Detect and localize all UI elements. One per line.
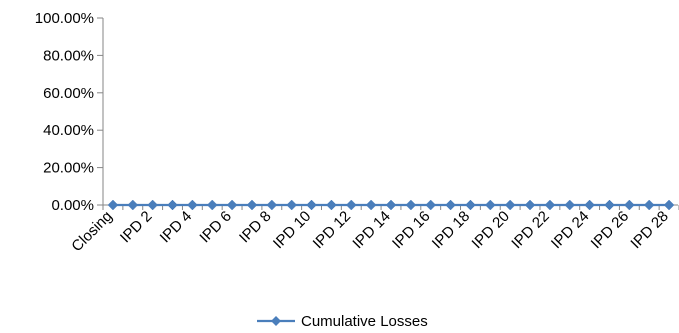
x-tick-label: IPD 28: [627, 208, 671, 252]
data-point: [147, 199, 159, 211]
y-tick-label: 20.00%: [43, 160, 94, 177]
legend-marker-diamond-icon: [271, 316, 281, 326]
data-point: [604, 199, 615, 211]
x-tick-label: IPD 16: [389, 208, 433, 252]
x-tick-label: IPD 22: [508, 208, 552, 252]
data-point: [167, 199, 178, 211]
series-group: [107, 199, 675, 211]
x-tick-label: IPD 24: [548, 208, 592, 252]
y-axis: 0.00% 20.00% 40.00% 60.00% 80.00% 100.00%: [35, 10, 104, 214]
data-point: [425, 199, 437, 211]
data-point: [564, 199, 576, 211]
data-point: [365, 199, 377, 211]
x-tick-label: IPD 12: [310, 208, 354, 252]
legend-label: Cumulative Losses: [301, 313, 428, 330]
data-point: [504, 199, 516, 211]
data-point: [445, 199, 456, 211]
data-point: [246, 199, 258, 211]
x-tick-label: IPD 6: [196, 208, 235, 247]
data-point: [326, 199, 337, 211]
data-point: [306, 199, 317, 211]
data-point: [187, 199, 198, 211]
x-tick-label: IPD 14: [349, 208, 393, 252]
y-tick-label: 100.00%: [35, 10, 94, 27]
data-point: [484, 199, 496, 211]
y-tick-label: 60.00%: [43, 85, 94, 102]
data-point: [266, 199, 278, 211]
data-point: [623, 199, 635, 211]
x-tick-label: Closing: [68, 208, 115, 255]
y-tick-label: 80.00%: [43, 47, 94, 64]
data-point: [286, 199, 298, 211]
x-tick-label: IPD 20: [469, 208, 513, 252]
data-point: [226, 199, 238, 211]
data-point: [206, 199, 218, 211]
x-tick-label: IPD 2: [117, 208, 156, 247]
data-point: [385, 199, 397, 211]
legend: Cumulative Losses: [257, 313, 428, 330]
x-tick-label: IPD 26: [588, 208, 632, 252]
data-point: [524, 199, 536, 211]
data-point: [544, 199, 556, 211]
data-point: [405, 199, 417, 211]
y-tick-label: 40.00%: [43, 122, 94, 139]
data-point: [465, 199, 476, 211]
data-point: [584, 199, 595, 211]
y-tick-label: 0.00%: [51, 197, 94, 214]
x-tick-label: IPD 10: [270, 208, 314, 252]
data-point: [643, 199, 655, 211]
data-point: [127, 199, 139, 211]
x-tick-label: IPD 4: [157, 208, 196, 247]
data-point: [345, 199, 357, 211]
data-point: [107, 199, 119, 211]
data-point: [663, 199, 675, 211]
x-tick-label: IPD 18: [429, 208, 473, 252]
